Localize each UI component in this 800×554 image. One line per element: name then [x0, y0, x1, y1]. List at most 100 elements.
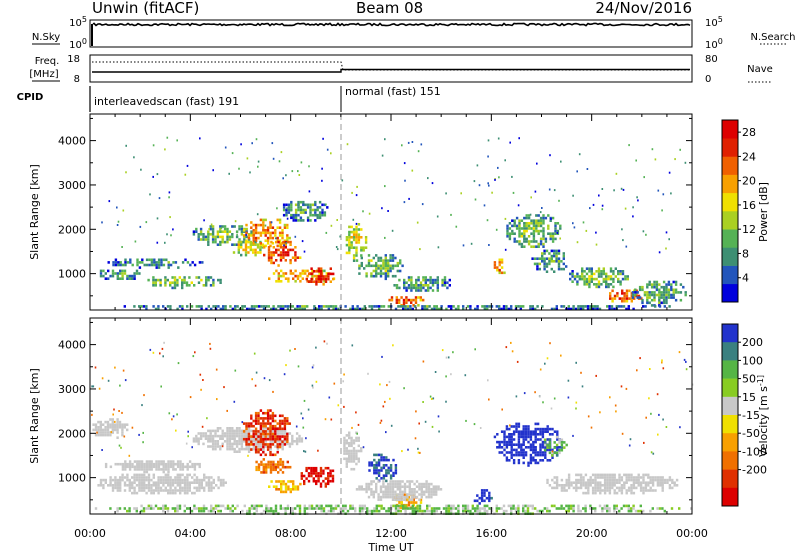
echo-cell	[357, 241, 361, 244]
echo-cell	[417, 304, 420, 307]
echo-cell	[423, 509, 426, 513]
echo-cell	[414, 305, 417, 308]
echo-cell	[214, 434, 217, 438]
echo-point	[550, 217, 552, 220]
echo-cell	[269, 409, 272, 412]
y-tick-label: 1000	[58, 268, 86, 281]
echo-cell	[117, 261, 120, 264]
echo-cell	[152, 281, 155, 284]
echo-cell	[214, 235, 217, 239]
echo-point	[621, 432, 624, 435]
echo-cell	[143, 484, 146, 487]
echo-point	[661, 209, 663, 212]
echo-point	[200, 388, 202, 391]
echo-cell	[279, 307, 282, 311]
echo-cell	[551, 427, 554, 431]
echo-cell	[173, 276, 177, 279]
echo-cell	[311, 203, 315, 207]
echo-cell	[154, 307, 158, 311]
echo-cell	[394, 307, 398, 311]
echo-point	[419, 248, 421, 251]
echo-cell	[315, 472, 318, 475]
echo-point	[206, 417, 208, 420]
echo-cell	[286, 437, 289, 441]
echo-cell	[179, 489, 182, 492]
echo-cell	[254, 229, 258, 232]
echo-cell	[269, 453, 272, 457]
echo-cell	[488, 494, 491, 497]
echo-cell	[523, 235, 526, 238]
echo-region	[343, 431, 363, 471]
echo-cell	[207, 276, 210, 279]
echo-cell	[131, 277, 134, 280]
echo-cell	[646, 285, 649, 289]
echo-cell	[637, 481, 640, 484]
echo-cell	[520, 451, 523, 454]
echo-region	[473, 489, 493, 505]
echo-cell	[299, 272, 302, 275]
echo-cell	[291, 509, 294, 513]
echo-cell	[99, 481, 103, 484]
echo-cell	[181, 286, 184, 290]
echo-cell	[162, 305, 165, 308]
echo-point	[257, 165, 259, 168]
echo-cell	[257, 430, 260, 433]
echo-cell	[603, 486, 607, 490]
echo-cell	[160, 468, 163, 471]
echo-cell	[462, 307, 465, 311]
echo-cell	[306, 305, 309, 308]
echo-cell	[211, 238, 215, 241]
echo-cell	[426, 307, 429, 311]
echo-cell	[257, 440, 260, 444]
echo-cell	[408, 488, 411, 491]
echo-cell	[323, 211, 327, 214]
echo-point	[189, 396, 192, 399]
echo-cell	[189, 263, 192, 267]
echo-cell	[207, 437, 210, 440]
echo-cell	[217, 504, 220, 508]
echo-cell	[329, 472, 332, 475]
echo-cell	[355, 439, 358, 442]
echo-cell	[279, 305, 282, 308]
echo-cell	[307, 474, 311, 478]
echo-cell	[99, 431, 102, 434]
echo-cell	[627, 489, 631, 492]
echo-cell	[588, 280, 591, 283]
echo-cell	[276, 427, 279, 431]
echo-cell	[367, 482, 371, 486]
echo-cell	[153, 261, 156, 264]
echo-cell	[476, 507, 479, 510]
echo-cell	[260, 460, 263, 464]
echo-cell	[205, 481, 208, 484]
echo-cell	[496, 440, 499, 444]
echo-cell	[157, 263, 161, 267]
echo-cell	[211, 447, 215, 451]
echo-cell	[466, 504, 470, 508]
echo-cell	[119, 269, 122, 273]
echo-cell	[102, 274, 105, 278]
echo-point	[92, 385, 95, 388]
echo-cell	[690, 507, 693, 510]
echo-cell	[269, 437, 272, 441]
echo-cell	[661, 489, 664, 492]
echo-region	[543, 435, 568, 457]
echo-cell	[235, 445, 239, 448]
echo-cell	[396, 269, 399, 273]
echo-cell	[174, 261, 178, 264]
echo-cell	[192, 233, 196, 236]
echo-point	[149, 348, 152, 351]
echo-cell	[318, 507, 321, 510]
echo-cell	[152, 476, 155, 479]
echo-cell	[274, 463, 277, 466]
echo-cell	[398, 298, 401, 302]
echo-point	[307, 408, 310, 411]
echo-cell	[119, 489, 122, 492]
echo-cell	[606, 305, 609, 308]
echo-point	[282, 177, 284, 180]
echo-point	[272, 390, 274, 393]
echo-cell	[302, 203, 305, 207]
echo-cell	[197, 235, 200, 239]
echo-cell	[243, 235, 246, 239]
echo-cell	[297, 206, 300, 209]
echo-cell	[532, 235, 536, 238]
